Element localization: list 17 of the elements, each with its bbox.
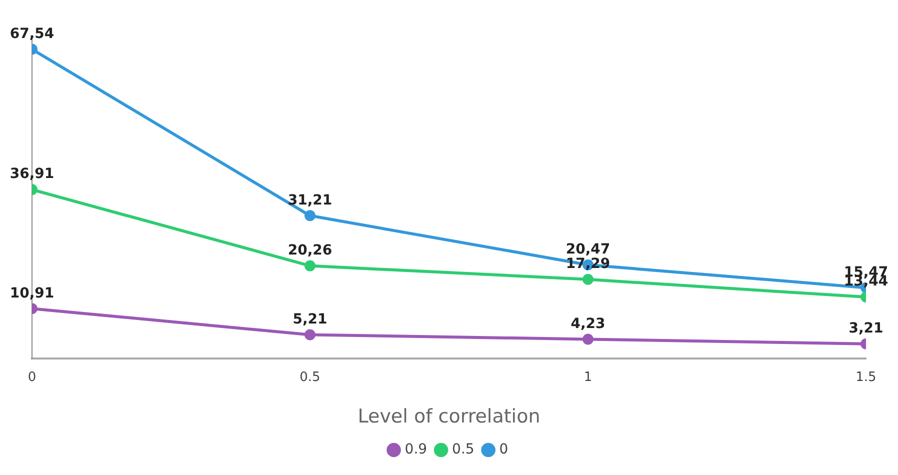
data-label: 31,21 xyxy=(288,192,332,208)
legend-label: 0.9 xyxy=(404,442,428,458)
data-label: 3,21 xyxy=(848,320,884,337)
data-label: 5,21 xyxy=(292,311,328,328)
x-tick-label: 1.5 xyxy=(856,370,876,385)
x-tick-label: 1 xyxy=(584,370,592,385)
legend-label: 0 xyxy=(499,442,508,458)
data-label: 10,91 xyxy=(10,285,54,302)
data-label: 36,91 xyxy=(10,166,54,182)
data-label: 20,47 xyxy=(566,241,610,258)
x-axis-title: Level of correlation xyxy=(358,406,540,428)
data-label: 20,26 xyxy=(288,242,332,258)
data-label: 4,23 xyxy=(570,316,606,332)
data-label: 67,54 xyxy=(10,26,54,42)
x-tick-label: 0.5 xyxy=(300,370,320,385)
legend-label: 0.5 xyxy=(452,442,474,458)
x-tick-label: 0 xyxy=(28,370,36,385)
